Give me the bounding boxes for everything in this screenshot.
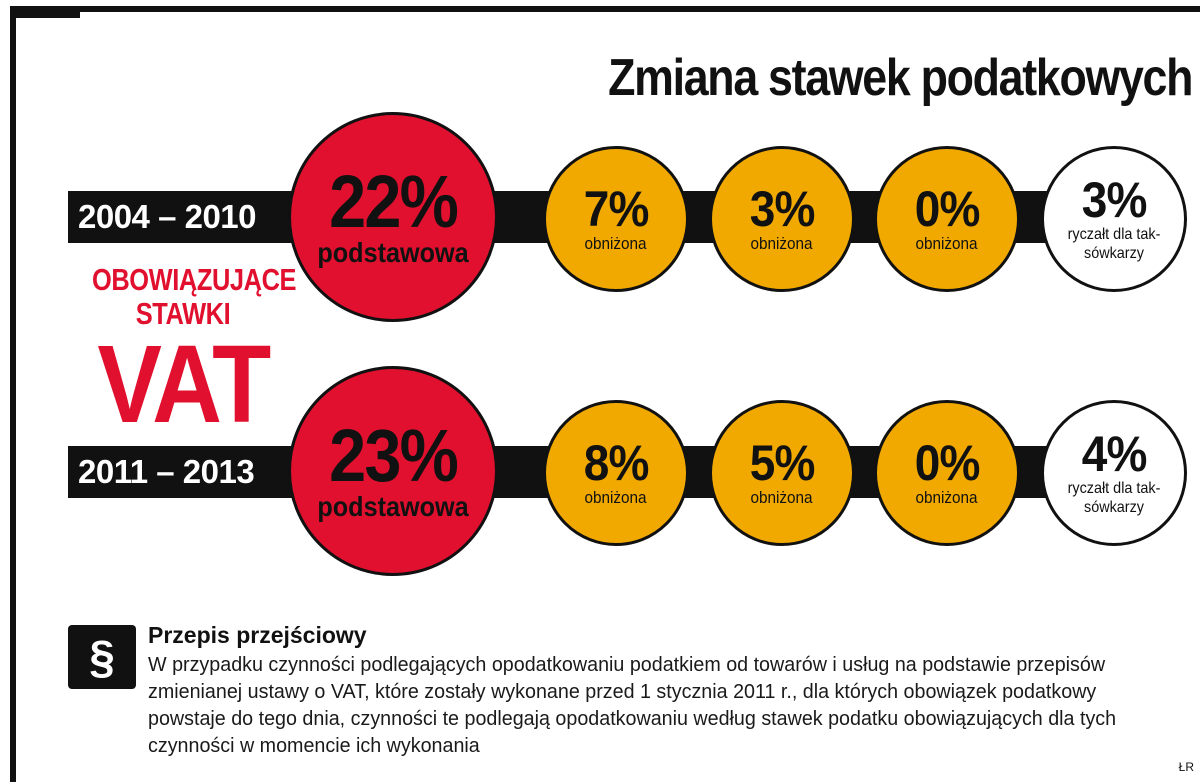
period-label-2004-2010: 2004 – 2010 [78, 198, 257, 235]
period-label-2011-2013: 2011 – 2013 [78, 453, 255, 490]
rate-label: podstawowa [317, 491, 469, 522]
note-title: Przepis przejściowy [148, 622, 367, 648]
paragraph-icon: § [68, 625, 136, 689]
rate-label: ryczałt dla tak-sówkarzy [1067, 480, 1161, 516]
frame-top-rule [10, 6, 1200, 12]
rate-circle-basic-2004: 22% podstawowa [288, 112, 498, 322]
rate-label: obniżona [750, 488, 814, 507]
side-label-line2: STAWKI [135, 296, 231, 331]
rate-value: 3% [1081, 172, 1148, 228]
rate-label: obniżona [584, 488, 648, 507]
rate-value: 23% [329, 414, 459, 497]
note-body: W przypadku czynności podlegających opod… [148, 654, 1117, 757]
rate-circle-reduced-a-2004: 7% obniżona [543, 146, 689, 292]
rate-circle-reduced-b-2011: 5% obniżona [709, 400, 855, 546]
rate-circle-reduced-b-2004: 3% obniżona [709, 146, 855, 292]
rate-value: 4% [1081, 426, 1148, 482]
rate-circle-basic-2011: 23% podstawowa [288, 366, 498, 576]
side-label-line1: OBOWIĄZUJĄCE [91, 262, 297, 297]
rate-label: obniżona [915, 488, 979, 507]
infographic-title: Zmiana stawek podatkowych [607, 49, 1193, 107]
frame-left-rule [10, 6, 16, 782]
rate-label: obniżona [915, 234, 979, 253]
rate-circle-reduced-c-2011: 0% obniżona [874, 400, 1020, 546]
rate-value: 3% [749, 181, 816, 237]
rate-value: 0% [914, 435, 981, 491]
rate-circle-reduced-c-2004: 0% obniżona [874, 146, 1020, 292]
rate-value: 5% [749, 435, 816, 491]
rate-value: 8% [583, 435, 650, 491]
author-credit: ŁR [1178, 760, 1194, 774]
rate-value: 0% [914, 181, 981, 237]
rate-label: ryczałt dla tak-sówkarzy [1067, 226, 1161, 262]
rate-label: obniżona [584, 234, 648, 253]
rate-circle-reduced-a-2011: 8% obniżona [543, 400, 689, 546]
rate-label: obniżona [750, 234, 814, 253]
side-label-vat: VAT [97, 323, 271, 446]
rate-circle-taxi-2004: 3% ryczałt dla tak-sówkarzy [1041, 146, 1187, 292]
rate-label: podstawowa [317, 237, 469, 268]
rate-value: 22% [329, 160, 459, 243]
rate-circle-taxi-2011: 4% ryczałt dla tak-sówkarzy [1041, 400, 1187, 546]
rate-value: 7% [583, 181, 650, 237]
